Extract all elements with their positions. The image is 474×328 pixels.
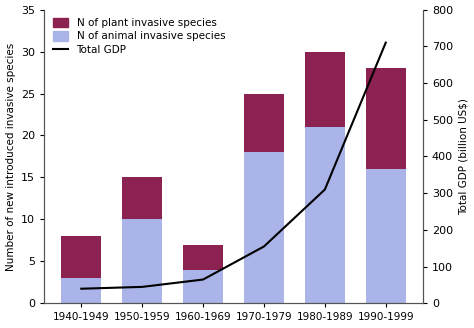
Bar <box>62 278 101 303</box>
Bar <box>244 93 284 152</box>
Total GDP <box>383 41 389 45</box>
Bar <box>183 270 223 303</box>
Bar <box>183 245 223 270</box>
Bar <box>366 169 406 303</box>
Bar <box>366 68 406 169</box>
Bar <box>305 51 345 127</box>
Bar <box>122 219 162 303</box>
Bar <box>244 152 284 303</box>
Total GDP <box>322 188 328 192</box>
Bar <box>62 236 101 278</box>
Legend: N of plant invasive species, N of animal invasive species, Total GDP: N of plant invasive species, N of animal… <box>49 15 228 58</box>
Total GDP <box>261 244 267 248</box>
Total GDP <box>78 287 84 291</box>
Total GDP <box>200 277 206 281</box>
Total GDP <box>139 285 145 289</box>
Y-axis label: Number of new introduced invasive species: Number of new introduced invasive specie… <box>6 42 16 271</box>
Bar <box>122 177 162 219</box>
Bar <box>305 127 345 303</box>
Line: Total GDP: Total GDP <box>81 43 386 289</box>
Y-axis label: Total GDP (billion US$): Total GDP (billion US$) <box>458 98 468 215</box>
